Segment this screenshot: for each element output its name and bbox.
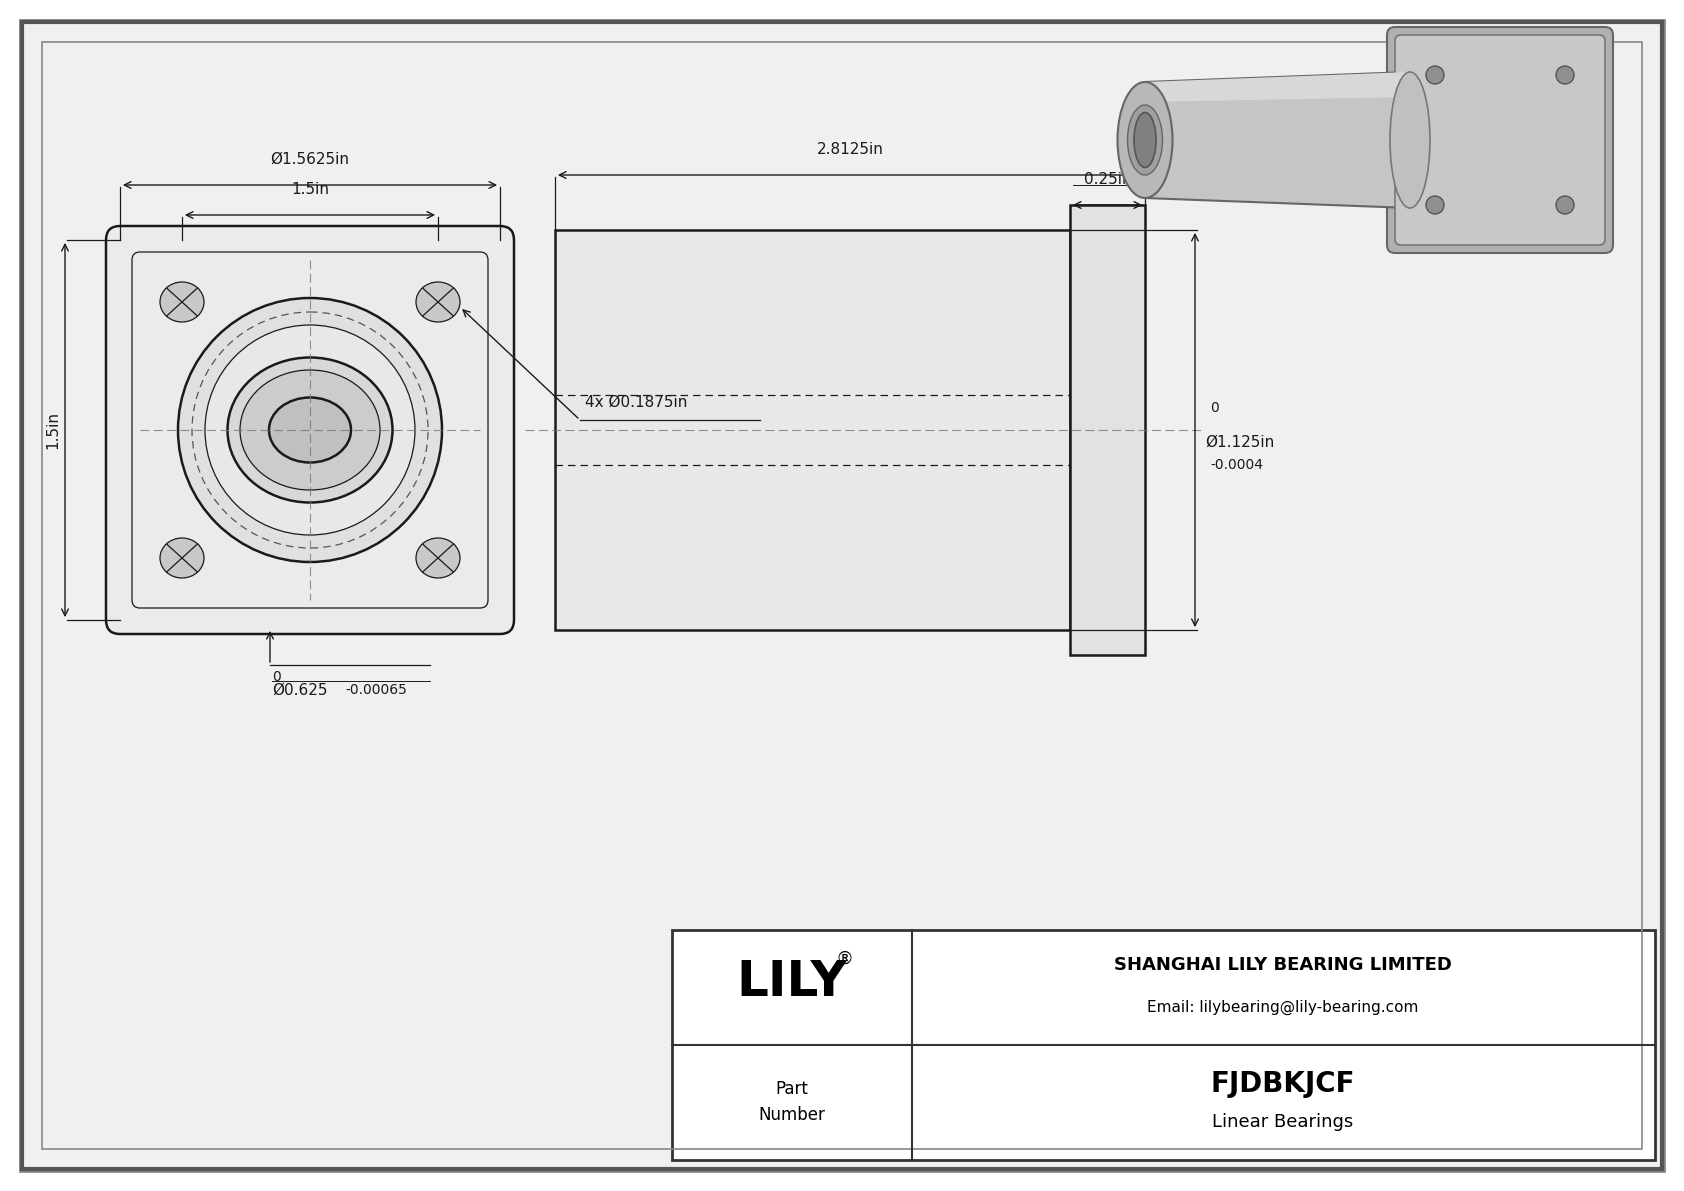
Text: Linear Bearings: Linear Bearings	[1212, 1114, 1354, 1131]
Text: 0.25in: 0.25in	[1084, 172, 1132, 187]
Text: LILY: LILY	[736, 958, 847, 1006]
FancyBboxPatch shape	[106, 226, 514, 634]
Text: 0: 0	[273, 671, 281, 684]
Ellipse shape	[269, 398, 350, 462]
Text: SHANGHAI LILY BEARING LIMITED: SHANGHAI LILY BEARING LIMITED	[1115, 956, 1452, 974]
Text: Ø1.125in: Ø1.125in	[1206, 435, 1275, 450]
Ellipse shape	[416, 282, 460, 322]
Text: FJDBKJCF: FJDBKJCF	[1211, 1070, 1356, 1098]
Ellipse shape	[241, 370, 381, 490]
Ellipse shape	[416, 538, 460, 578]
Circle shape	[205, 325, 414, 535]
Ellipse shape	[160, 538, 204, 578]
Text: -0.0004: -0.0004	[1211, 459, 1263, 472]
Ellipse shape	[227, 357, 392, 503]
Text: Part
Number: Part Number	[758, 1080, 825, 1123]
Circle shape	[179, 298, 441, 562]
Bar	[1069, 205, 1145, 655]
FancyBboxPatch shape	[1388, 27, 1613, 252]
Text: 1.5in: 1.5in	[45, 411, 61, 449]
Bar	[672, 930, 1655, 1160]
Text: 0: 0	[1211, 401, 1219, 414]
Ellipse shape	[1389, 71, 1430, 208]
Text: Ø1.5625in: Ø1.5625in	[271, 152, 350, 167]
Text: 1.5in: 1.5in	[291, 182, 328, 197]
Text: Ø0.625: Ø0.625	[273, 682, 327, 698]
Text: 4x Ø0.1875in: 4x Ø0.1875in	[584, 395, 687, 410]
Ellipse shape	[1128, 105, 1162, 175]
Text: Email: lilybearing@lily-bearing.com: Email: lilybearing@lily-bearing.com	[1147, 999, 1418, 1015]
Text: 2.8125in: 2.8125in	[817, 142, 884, 157]
Ellipse shape	[1556, 66, 1575, 85]
Polygon shape	[1145, 71, 1410, 102]
Polygon shape	[1145, 71, 1410, 208]
Ellipse shape	[1118, 82, 1172, 198]
FancyBboxPatch shape	[1394, 35, 1605, 245]
Ellipse shape	[1426, 197, 1443, 214]
Ellipse shape	[1133, 112, 1155, 168]
Text: ®: ®	[835, 950, 854, 968]
Ellipse shape	[1426, 66, 1443, 85]
Bar	[556, 230, 1069, 630]
Text: -0.00065: -0.00065	[345, 682, 408, 697]
Ellipse shape	[1556, 197, 1575, 214]
Ellipse shape	[160, 282, 204, 322]
